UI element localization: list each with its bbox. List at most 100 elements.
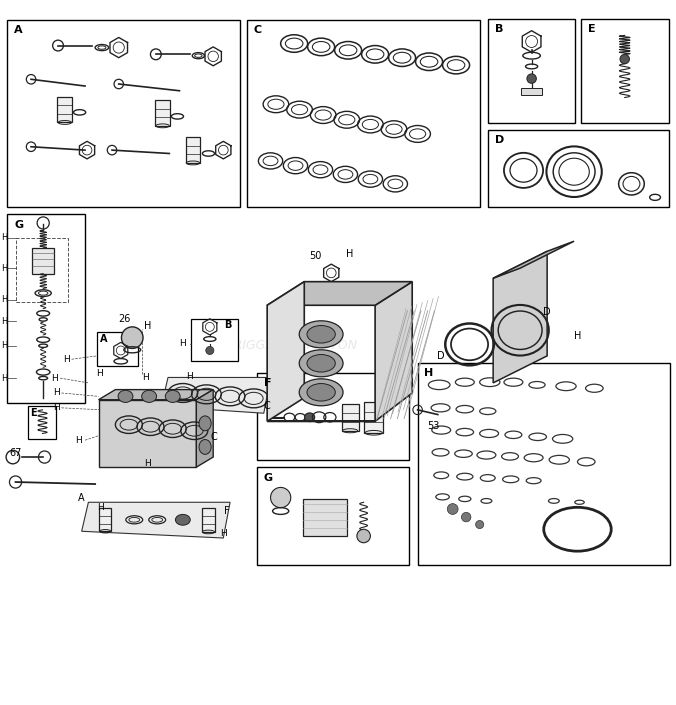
Text: H: H [1,264,7,273]
Bar [257,373,409,460]
Polygon shape [162,377,270,413]
Text: B: B [224,320,231,330]
Text: H: H [1,341,7,350]
Circle shape [357,529,370,543]
Text: H: H [144,321,151,331]
Text: F: F [224,506,229,516]
Text: G: G [14,219,23,230]
Text: A: A [100,334,107,344]
Polygon shape [196,390,213,467]
Bar [191,319,238,360]
Circle shape [448,503,458,515]
Text: H: H [97,503,104,512]
Bar [7,20,240,207]
Bar [155,100,170,125]
Text: 67: 67 [9,448,22,458]
Ellipse shape [299,350,343,376]
Text: H: H [1,233,7,243]
Ellipse shape [199,416,211,431]
Text: B: B [495,24,503,34]
Text: BRIGGS & STRATTON: BRIGGS & STRATTON [224,339,357,352]
Polygon shape [109,410,210,443]
Text: H: H [63,355,70,364]
Polygon shape [267,282,304,422]
Ellipse shape [299,321,343,348]
Text: C: C [264,401,270,412]
Bar [488,130,669,207]
Text: H: H [574,331,581,341]
Polygon shape [267,282,412,422]
Text: H: H [179,339,186,348]
Bar [16,238,68,302]
Ellipse shape [305,413,315,422]
Text: H: H [220,529,226,538]
Text: D: D [544,307,551,317]
Polygon shape [99,400,196,467]
Text: H: H [97,369,103,378]
Ellipse shape [307,384,335,401]
Bar [257,467,409,565]
Bar [201,508,215,532]
Text: H: H [51,374,58,383]
Text: A: A [78,493,85,503]
Text: H: H [53,388,59,398]
Bar [581,18,669,123]
Bar [247,20,480,207]
Circle shape [462,513,471,522]
Text: E: E [30,407,37,418]
Ellipse shape [199,439,211,454]
Text: D: D [437,351,445,361]
Text: H: H [346,250,353,259]
Bar [97,332,138,366]
Text: G: G [264,472,273,483]
Polygon shape [267,282,412,305]
Text: 26: 26 [118,314,130,324]
Polygon shape [493,251,547,383]
Text: H: H [1,374,7,383]
Bar [418,362,670,565]
Text: D: D [495,135,504,145]
Bar [521,88,542,94]
Ellipse shape [166,391,180,403]
Text: E: E [587,24,596,34]
Text: A: A [14,25,23,35]
Text: 53: 53 [428,421,440,431]
Ellipse shape [175,515,190,525]
Ellipse shape [307,326,335,343]
Bar [488,18,575,123]
Bar [341,404,358,431]
Bar [28,407,56,439]
Text: C: C [210,432,217,442]
Ellipse shape [142,391,157,403]
Text: H: H [1,295,7,305]
Text: H: H [143,373,149,382]
Circle shape [206,346,214,355]
Polygon shape [99,390,213,400]
Bar [99,508,112,532]
Text: H: H [75,436,82,445]
Circle shape [620,54,629,63]
Bar [57,97,72,123]
Text: 50: 50 [310,252,322,262]
Ellipse shape [307,355,335,372]
Polygon shape [493,241,574,278]
Bar [185,137,200,163]
Bar [303,499,347,536]
Circle shape [527,74,536,83]
Ellipse shape [299,379,343,406]
Text: H: H [425,368,433,378]
Text: C: C [254,25,262,35]
Bar [364,402,383,433]
Text: H: H [145,460,151,468]
Text: H: H [1,317,7,326]
Polygon shape [82,502,230,538]
Text: F: F [264,378,271,388]
Circle shape [122,327,143,348]
Text: H: H [186,372,193,381]
Circle shape [270,487,291,508]
Bar [32,248,54,274]
Bar [7,214,85,403]
Text: H: H [53,403,59,412]
Ellipse shape [118,391,133,403]
Circle shape [476,520,484,529]
